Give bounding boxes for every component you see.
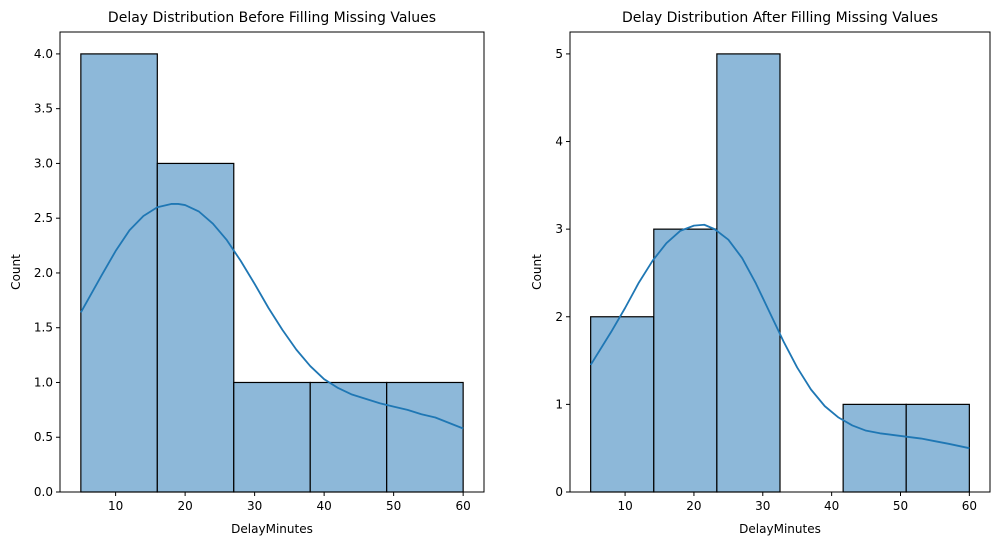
y-tick-label: 1.0 xyxy=(34,375,53,389)
y-tick-label: 3 xyxy=(555,222,563,236)
chart-title: Delay Distribution Before Filling Missin… xyxy=(108,10,436,26)
axes-frame xyxy=(569,31,991,493)
y-tick-label: 0 xyxy=(555,485,563,499)
y-tick-label: 0.5 xyxy=(34,430,53,444)
histogram-bar-4 xyxy=(842,403,907,493)
y-tick-label: 2.5 xyxy=(34,211,53,225)
x-tick-label: 40 xyxy=(316,499,331,513)
x-axis-label: DelayMinutes xyxy=(739,522,821,536)
histogram-bar-3 xyxy=(309,381,388,493)
y-tick-label: 2 xyxy=(555,310,563,324)
y-tick-label: 1 xyxy=(555,397,563,411)
x-tick-label: 60 xyxy=(962,499,977,513)
y-tick-label: 4 xyxy=(555,135,563,149)
x-tick-label: 10 xyxy=(617,499,632,513)
histogram-bar-1 xyxy=(156,162,235,493)
chart-after: Delay Distribution After Filling Missing… xyxy=(530,10,991,536)
axes-frame xyxy=(59,31,485,493)
x-tick-label: 50 xyxy=(386,499,401,513)
x-tick-label: 30 xyxy=(755,499,770,513)
y-axis-label: Count xyxy=(530,254,544,290)
kde-line xyxy=(80,203,464,430)
chart-before: Delay Distribution Before Filling Missin… xyxy=(9,10,485,536)
y-tick-label: 5 xyxy=(555,47,563,61)
histogram-bar-2 xyxy=(716,53,781,493)
chart-title: Delay Distribution After Filling Missing… xyxy=(622,10,938,26)
y-axis-label: Count xyxy=(9,254,23,290)
x-tick-label: 30 xyxy=(247,499,262,513)
y-tick-label: 3.0 xyxy=(34,156,53,170)
y-tick-label: 4.0 xyxy=(34,47,53,61)
histogram-bar-0 xyxy=(590,316,655,493)
y-tick-label: 2.0 xyxy=(34,266,53,280)
x-tick-label: 50 xyxy=(893,499,908,513)
x-tick-label: 20 xyxy=(177,499,192,513)
x-axis-label: DelayMinutes xyxy=(231,522,313,536)
y-tick-label: 1.5 xyxy=(34,321,53,335)
histogram-bar-2 xyxy=(233,381,311,493)
x-tick-label: 10 xyxy=(108,499,123,513)
histogram-bar-0 xyxy=(80,53,158,493)
histogram-bar-5 xyxy=(905,403,970,493)
histogram-bar-4 xyxy=(386,381,464,493)
kde-line xyxy=(589,223,970,450)
x-tick-label: 20 xyxy=(686,499,701,513)
y-tick-label: 0.0 xyxy=(34,485,53,499)
y-tick-label: 3.5 xyxy=(34,102,53,116)
x-tick-label: 60 xyxy=(456,499,471,513)
histogram-bar-1 xyxy=(653,228,718,493)
x-tick-label: 40 xyxy=(824,499,839,513)
